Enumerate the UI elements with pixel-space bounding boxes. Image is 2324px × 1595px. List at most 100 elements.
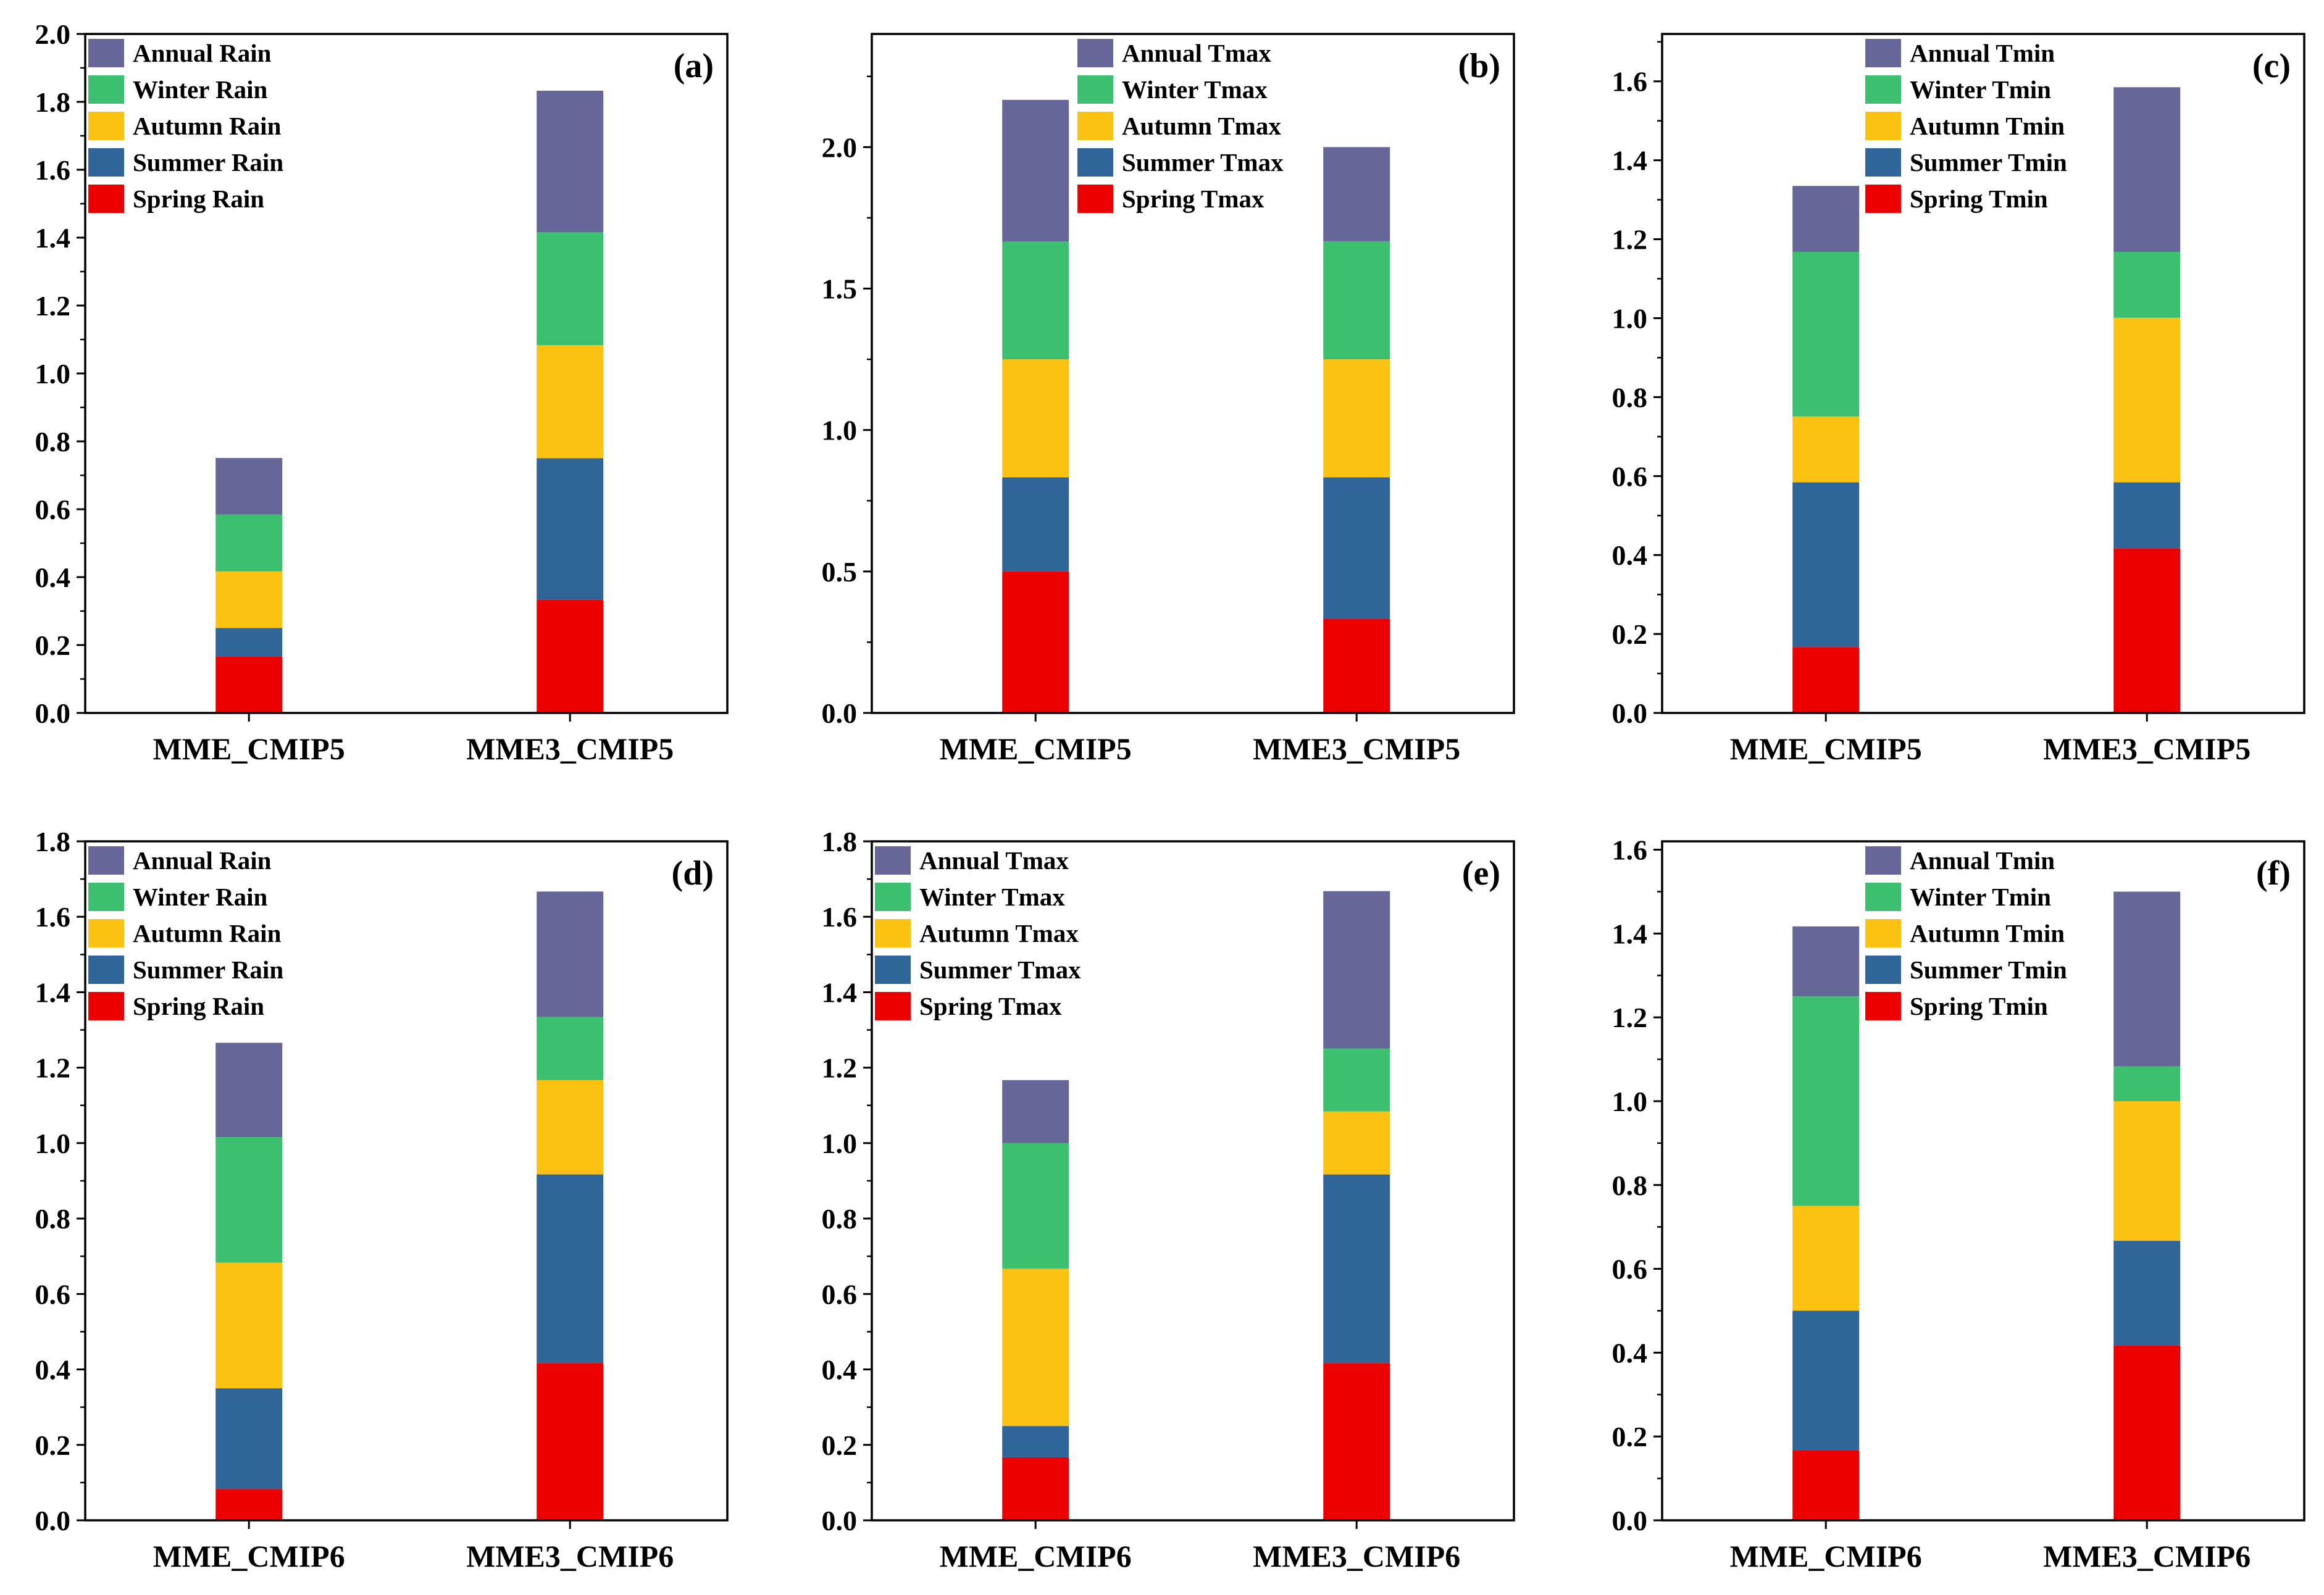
chart-panel: MME_CMIP5 MME3_CMIP5 0.0 0.2 0.4 0.6 0.8 1.0 1.2… — [1612, 33, 2305, 766]
y-tick-label: 0.2 — [35, 630, 71, 661]
bar-segment — [215, 1262, 283, 1389]
legend-swatch — [875, 919, 911, 947]
y-tick-label: 1.0 — [822, 415, 858, 446]
plot-frame — [84, 840, 729, 1522]
legend-swatch — [88, 883, 124, 911]
bar-segment — [1323, 1048, 1390, 1112]
bar-segment — [1002, 571, 1069, 713]
bar-segment — [215, 1388, 283, 1489]
panel-label: (e) — [1462, 854, 1500, 893]
chart-panel: MME_CMIP6 MME3_CMIP6 0.0 0.2 0.4 0.6 0.8 1.0 1.2… — [1612, 835, 2305, 1573]
y-tick-label: 1.6 — [35, 901, 71, 933]
legend-label: Summer Rain — [133, 956, 283, 984]
bar-segment — [537, 1174, 604, 1364]
legend-swatch — [1865, 112, 1901, 140]
bar-segment — [1323, 241, 1390, 360]
legend-swatch — [88, 846, 124, 875]
panel-label: (c) — [2252, 47, 2291, 85]
bar-segment — [537, 1017, 604, 1080]
chart-panel: MME_CMIP5 MME3_CMIP5 0.0 0.5 1.0 1.5 2.0 (b) Ann… — [822, 33, 1515, 766]
legend-label: Annual Tmax — [1122, 39, 1271, 67]
legend: Annual Tmax Winter Tmax Autumn Tmax Summer … — [1077, 39, 1284, 213]
bar-segment — [537, 891, 604, 1017]
bar-segment — [2113, 87, 2181, 252]
bar-segment — [537, 345, 604, 459]
bar-segment — [215, 656, 283, 713]
y-tick-label: 2.0 — [822, 131, 858, 163]
legend-swatch — [875, 956, 911, 984]
legend-swatch — [88, 75, 124, 104]
legend: Annual Tmax Winter Tmax Autumn Tmax Summer … — [875, 846, 1081, 1020]
legend-label: Annual Tmin — [1910, 846, 2055, 875]
bar-segment — [537, 1080, 604, 1175]
bar-segment — [1002, 1143, 1069, 1269]
legend-label: Spring Tmin — [1910, 992, 2048, 1020]
bar-segment — [1792, 1310, 1860, 1451]
bar-segment — [2113, 891, 2181, 1067]
y-tick-label: 0.6 — [822, 1278, 858, 1310]
legend-label: Winter Rain — [133, 75, 268, 104]
y-tick-label: 1.4 — [35, 977, 71, 1008]
x-tick-label: MME_CMIP6 — [1730, 1539, 1922, 1573]
legend-label: Autumn Tmin — [1910, 112, 2065, 140]
bar-segment — [1792, 186, 1860, 252]
x-tick-label: MME_CMIP6 — [153, 1539, 345, 1573]
legend-swatch — [875, 992, 911, 1020]
y-tick-label: 0.2 — [35, 1430, 71, 1461]
legend-label: Annual Rain — [133, 39, 272, 67]
y-tick-label: 0.0 — [35, 698, 71, 729]
bar-segment — [1002, 477, 1069, 572]
legend-swatch — [88, 185, 124, 213]
y-tick-label: 0.8 — [822, 1203, 858, 1235]
y-tick-label: 1.2 — [822, 1052, 858, 1084]
bar-segment — [2113, 1345, 2181, 1520]
bar-segment — [537, 458, 604, 600]
legend-swatch — [1865, 883, 1901, 911]
bar-segment — [215, 628, 283, 657]
bar-segment — [1323, 891, 1390, 1049]
bar-segment — [537, 599, 604, 713]
legend-label: Spring Tmax — [919, 992, 1062, 1020]
legend-label: Autumn Tmin — [1910, 919, 2065, 947]
bar-segment — [1002, 1457, 1069, 1520]
bar-segment — [215, 457, 283, 515]
legend-swatch — [1865, 956, 1901, 984]
y-tick-label: 0.6 — [35, 1278, 71, 1310]
legend-swatch — [1077, 185, 1113, 213]
y-tick-label: 0.0 — [822, 1505, 858, 1536]
x-tick-label: MME3_CMIP6 — [466, 1539, 674, 1573]
y-tick-label: 1.2 — [35, 290, 71, 322]
y-tick-label: 0.4 — [35, 562, 71, 593]
x-tick-label: MME_CMIP6 — [940, 1539, 1132, 1573]
legend-swatch — [88, 919, 124, 947]
chart-panel: MME_CMIP6 MME3_CMIP6 0.0 0.2 0.4 0.6 0.8 1.0 1.2… — [35, 826, 729, 1573]
legend-label: Autumn Tmax — [919, 919, 1079, 947]
bar-segment — [1323, 1174, 1390, 1364]
y-tick-label: 2.0 — [35, 19, 71, 50]
y-tick-label: 0.6 — [1612, 460, 1648, 492]
bar-segment — [1792, 1450, 1860, 1520]
bar-segment — [1002, 1268, 1069, 1426]
bar-segment — [537, 90, 604, 233]
bar-segment — [2113, 317, 2181, 483]
bar-segment — [1002, 1426, 1069, 1457]
bar-segment — [1323, 1111, 1390, 1175]
legend: Annual Tmin Winter Tmin Autumn Tmin Summer … — [1865, 846, 2067, 1020]
y-tick-label: 1.6 — [35, 154, 71, 186]
legend-swatch — [1077, 148, 1113, 177]
y-tick-label: 1.6 — [1612, 66, 1648, 98]
panel-label: (a) — [674, 47, 714, 85]
legend-swatch — [875, 883, 911, 911]
y-tick-label: 0.8 — [1612, 1170, 1648, 1201]
legend-swatch — [1865, 148, 1901, 177]
x-tick-label: MME_CMIP5 — [153, 731, 345, 766]
x-tick-label: MME_CMIP5 — [940, 731, 1132, 766]
bar-segment — [1792, 1206, 1860, 1311]
plot-frame — [1661, 33, 2305, 714]
panel-label: (f) — [2256, 854, 2291, 893]
x-tick-label: MME3_CMIP5 — [2043, 731, 2251, 766]
y-tick-label: 0.0 — [35, 1505, 71, 1536]
y-tick-label: 1.2 — [35, 1052, 71, 1084]
y-tick-label: 0.6 — [35, 494, 71, 525]
